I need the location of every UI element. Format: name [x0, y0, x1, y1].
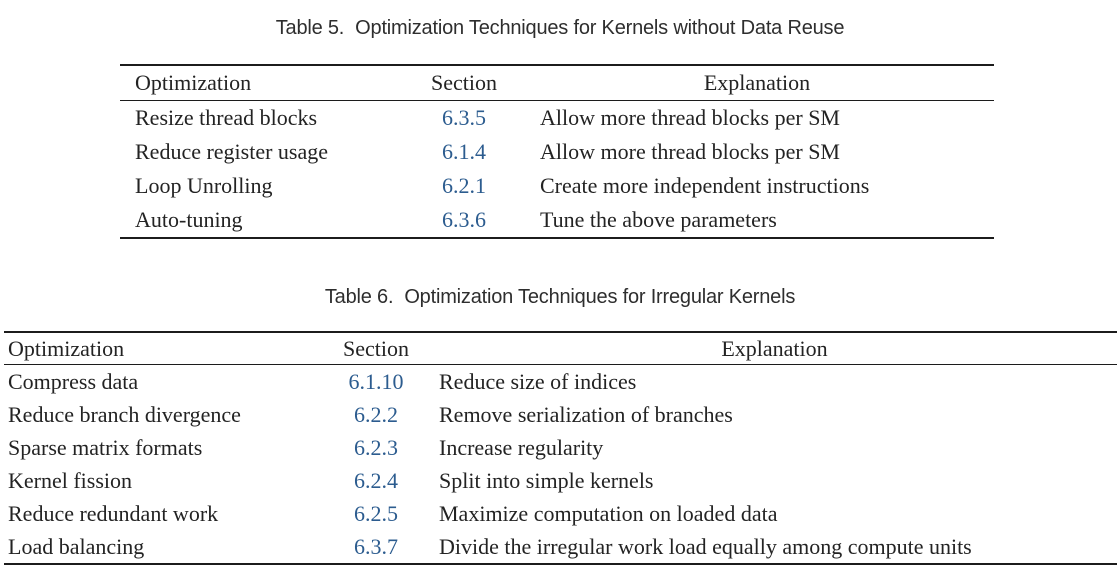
table-row: Loop Unrolling 6.2.1 Create more indepen… [120, 169, 994, 203]
table6-container: Optimization Section Explanation Compres… [4, 331, 1117, 565]
cell-section: 6.3.5 [408, 101, 520, 136]
section-link[interactable]: 6.3.6 [442, 207, 486, 232]
table5-caption: Table 5. Optimization Techniques for Kern… [0, 14, 1120, 42]
cell-explanation: Remove serialization of branches [439, 401, 733, 427]
cell-section: 6.2.2 [320, 398, 432, 431]
cell-optimization: Loop Unrolling [135, 173, 273, 198]
cell-optimization: Reduce register usage [135, 139, 329, 164]
table6-header-section: Section [320, 332, 432, 365]
cell-explanation: Create more independent instructions [540, 173, 870, 198]
section-link[interactable]: 6.3.5 [442, 105, 486, 130]
table-row: Kernel fission 6.2.4 Split into simple k… [4, 464, 1117, 497]
cell-optimization: Resize thread blocks [135, 105, 318, 130]
section-link[interactable]: 6.2.4 [354, 467, 398, 493]
table-row: Reduce branch divergence 6.2.2 Remove se… [4, 398, 1117, 431]
table6-header-optimization: Optimization [4, 332, 320, 365]
table5-header-row: Optimization Section Explanation [120, 65, 994, 101]
table6-caption-text: Optimization Techniques for Irregular Ke… [404, 286, 796, 308]
table6-header-explanation: Explanation [432, 332, 1117, 365]
cell-section: 6.1.10 [320, 365, 432, 399]
cell-optimization: Reduce redundant work [8, 500, 219, 526]
cell-optimization: Reduce branch divergence [8, 401, 241, 427]
table6: Optimization Section Explanation Compres… [4, 331, 1117, 565]
cell-explanation: Allow more thread blocks per SM [540, 139, 840, 164]
cell-explanation: Maximize computation on loaded data [439, 500, 778, 526]
cell-section: 6.3.7 [320, 530, 432, 564]
table-row: Reduce redundant work 6.2.5 Maximize com… [4, 497, 1117, 530]
cell-explanation: Reduce size of indices [439, 368, 637, 394]
section-link[interactable]: 6.1.10 [348, 368, 404, 394]
cell-optimization: Sparse matrix formats [8, 434, 203, 460]
cell-section: 6.2.1 [408, 169, 520, 203]
table5-header-optimization: Optimization [120, 65, 408, 101]
table6-caption-label: Table 6. [324, 286, 394, 308]
section-link[interactable]: 6.2.5 [354, 500, 398, 526]
cell-explanation: Allow more thread blocks per SM [540, 105, 840, 130]
table-row: Load balancing 6.3.7 Divide the irregula… [4, 530, 1117, 564]
table5: Optimization Section Explanation Resize … [120, 64, 994, 239]
cell-section: 6.2.4 [320, 464, 432, 497]
cell-section: 6.1.4 [408, 135, 520, 169]
cell-optimization: Kernel fission [8, 467, 133, 493]
cell-explanation: Tune the above parameters [540, 207, 777, 232]
section-link[interactable]: 6.2.2 [354, 401, 398, 427]
table-row: Sparse matrix formats 6.2.3 Increase reg… [4, 431, 1117, 464]
cell-optimization: Auto-tuning [135, 207, 243, 232]
cell-optimization: Load balancing [8, 533, 145, 559]
section-link[interactable]: 6.3.7 [354, 533, 398, 559]
table6-header-row: Optimization Section Explanation [4, 332, 1117, 365]
cell-explanation: Divide the irregular work load equally a… [439, 533, 972, 559]
section-link[interactable]: 6.1.4 [442, 139, 486, 164]
cell-explanation: Increase regularity [439, 434, 604, 460]
table-row: Compress data 6.1.10 Reduce size of indi… [4, 365, 1117, 399]
table-row: Auto-tuning 6.3.6 Tune the above paramet… [120, 203, 994, 238]
table5-caption-text: Optimization Techniques for Kernels with… [355, 17, 845, 39]
table5-caption-label: Table 5. [275, 17, 345, 39]
table-row: Resize thread blocks 6.3.5 Allow more th… [120, 101, 994, 136]
cell-section: 6.2.5 [320, 497, 432, 530]
section-link[interactable]: 6.2.1 [442, 173, 486, 198]
cell-section: 6.2.3 [320, 431, 432, 464]
table5-header-section: Section [408, 65, 520, 101]
cell-explanation: Split into simple kernels [439, 467, 654, 493]
section-link[interactable]: 6.2.3 [354, 434, 398, 460]
table6-caption: Table 6. Optimization Techniques for Irre… [0, 283, 1120, 311]
table5-header-explanation: Explanation [520, 65, 994, 101]
cell-section: 6.3.6 [408, 203, 520, 238]
table5-container: Optimization Section Explanation Resize … [120, 64, 994, 239]
table-row: Reduce register usage 6.1.4 Allow more t… [120, 135, 994, 169]
cell-optimization: Compress data [8, 368, 139, 394]
